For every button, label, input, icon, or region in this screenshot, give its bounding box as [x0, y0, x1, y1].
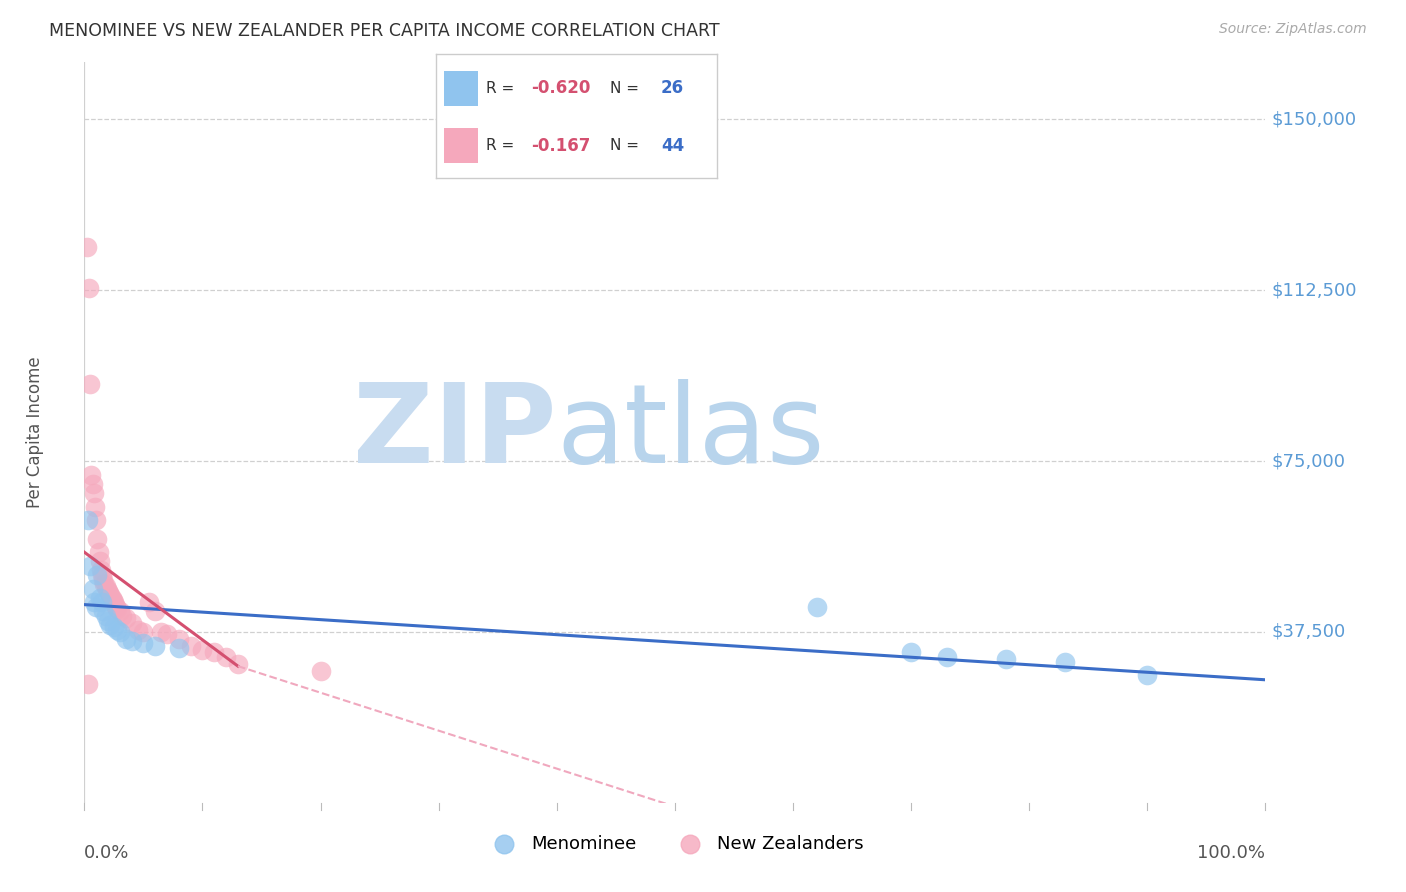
Point: [138, 595, 160, 609]
Point: [86, 532, 108, 546]
Point: [77, 677, 100, 691]
Point: [900, 645, 922, 659]
Text: -0.620: -0.620: [531, 79, 591, 97]
Text: N =: N =: [610, 81, 644, 96]
Point: [94, 609, 117, 624]
Point: [180, 639, 202, 653]
Point: [98, 618, 121, 632]
Point: [167, 640, 190, 655]
Point: [191, 643, 214, 657]
Point: [108, 624, 131, 639]
Point: [994, 652, 1017, 666]
Point: [94, 579, 117, 593]
Point: [309, 664, 332, 678]
Point: [91, 595, 114, 609]
Text: 26: 26: [661, 79, 683, 97]
Point: [86, 568, 108, 582]
Point: [87, 545, 110, 559]
Point: [806, 599, 828, 614]
Text: R =: R =: [486, 138, 520, 153]
Point: [84, 500, 107, 514]
Point: [82, 582, 104, 596]
Point: [215, 650, 238, 665]
Point: [79, 376, 101, 391]
Text: -0.167: -0.167: [531, 137, 591, 155]
Point: [101, 593, 124, 607]
Point: [1053, 655, 1076, 669]
Text: $150,000: $150,000: [1271, 111, 1357, 128]
Text: $37,500: $37,500: [1271, 623, 1346, 641]
Text: atlas: atlas: [557, 379, 825, 486]
Point: [202, 645, 225, 659]
Text: $112,500: $112,500: [1271, 281, 1357, 299]
Bar: [444, 128, 478, 163]
Text: MENOMINEE VS NEW ZEALANDER PER CAPITA INCOME CORRELATION CHART: MENOMINEE VS NEW ZEALANDER PER CAPITA IN…: [49, 22, 720, 40]
Point: [80, 467, 103, 482]
Point: [77, 513, 100, 527]
Point: [91, 568, 114, 582]
Point: [76, 240, 98, 254]
Point: [111, 609, 134, 624]
Point: [91, 573, 114, 587]
Point: [127, 623, 149, 637]
Point: [84, 599, 107, 614]
Point: [103, 595, 125, 609]
Text: ZIP: ZIP: [353, 379, 557, 486]
Point: [108, 604, 131, 618]
Point: [77, 281, 100, 295]
Point: [132, 636, 155, 650]
Point: [84, 513, 107, 527]
Point: [226, 657, 249, 671]
Point: [167, 632, 190, 646]
Point: [97, 614, 120, 628]
Point: [105, 599, 128, 614]
Text: Source: ZipAtlas.com: Source: ZipAtlas.com: [1219, 22, 1367, 37]
Point: [121, 634, 143, 648]
Point: [143, 639, 166, 653]
Point: [104, 598, 127, 612]
Point: [98, 589, 121, 603]
Point: [150, 624, 173, 639]
Point: [82, 476, 104, 491]
Legend: Menominee, New Zealanders: Menominee, New Zealanders: [478, 828, 872, 861]
Point: [1136, 668, 1159, 682]
Point: [89, 554, 111, 568]
Point: [107, 623, 129, 637]
Point: [90, 564, 112, 578]
Text: $75,000: $75,000: [1271, 452, 1346, 470]
Point: [100, 591, 122, 605]
Point: [114, 632, 136, 646]
Point: [89, 591, 111, 605]
Point: [935, 650, 957, 665]
Text: R =: R =: [486, 81, 520, 96]
Point: [103, 620, 125, 634]
Point: [121, 615, 143, 630]
Point: [83, 486, 105, 500]
Point: [83, 595, 105, 609]
Text: 0.0%: 0.0%: [84, 844, 129, 862]
Text: 44: 44: [661, 137, 685, 155]
Point: [96, 582, 118, 596]
Point: [79, 558, 101, 573]
Point: [91, 604, 114, 618]
Text: Per Capita Income: Per Capita Income: [25, 357, 44, 508]
Point: [156, 627, 179, 641]
Point: [132, 624, 155, 639]
Text: N =: N =: [610, 138, 644, 153]
Point: [93, 577, 115, 591]
Point: [143, 604, 166, 618]
Point: [107, 602, 129, 616]
Point: [97, 583, 120, 598]
Point: [114, 611, 136, 625]
Text: 100.0%: 100.0%: [1198, 844, 1265, 862]
Bar: [444, 71, 478, 106]
Point: [98, 586, 121, 600]
